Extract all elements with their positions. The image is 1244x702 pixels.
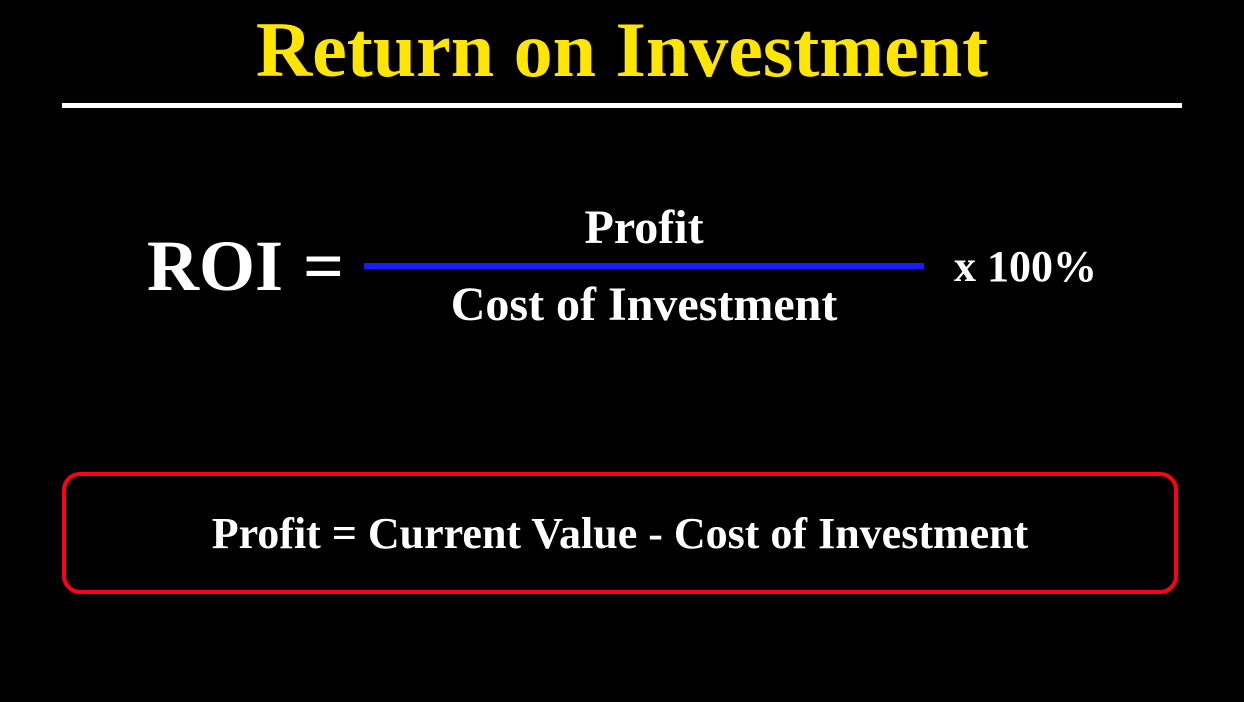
formula-row: ROI = Profit Cost of Investment x 100% bbox=[147, 200, 1097, 332]
profit-formula-box: Profit = Current Value - Cost of Investm… bbox=[62, 472, 1178, 594]
formula-lhs: ROI bbox=[147, 225, 283, 308]
roi-formula: ROI = Profit Cost of Investment x 100% bbox=[0, 200, 1244, 332]
fraction-numerator: Profit bbox=[585, 200, 704, 255]
title-underline bbox=[62, 103, 1182, 108]
profit-formula-text: Profit = Current Value - Cost of Investm… bbox=[212, 508, 1029, 559]
fraction-line bbox=[364, 263, 924, 269]
formula-suffix: x 100% bbox=[954, 241, 1097, 292]
slide-title: Return on Investment bbox=[0, 0, 1244, 95]
fraction-denominator: Cost of Investment bbox=[451, 277, 838, 332]
formula-fraction: Profit Cost of Investment bbox=[364, 200, 924, 332]
formula-equals: = bbox=[303, 225, 344, 308]
